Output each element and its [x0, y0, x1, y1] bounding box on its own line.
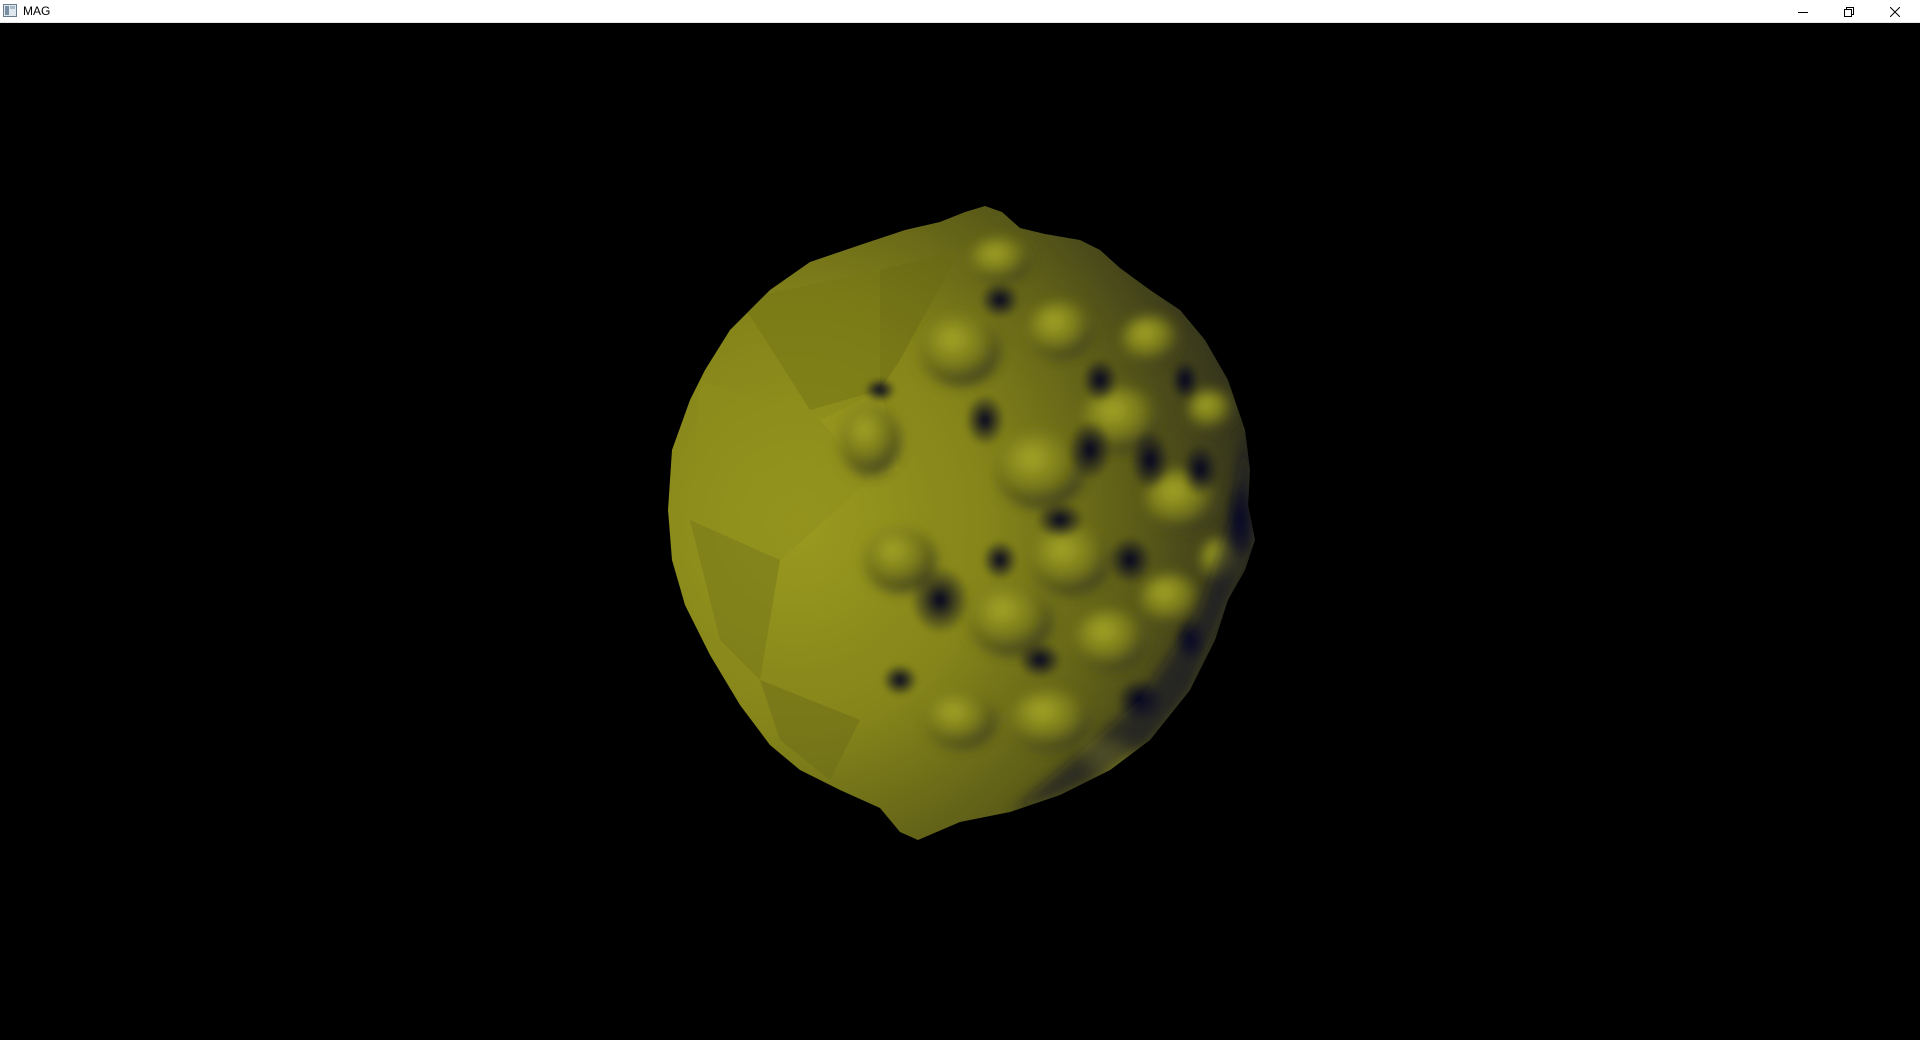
- app-window-icon: [3, 4, 17, 17]
- minimize-icon: [1798, 11, 1808, 13]
- window-title: MAG: [23, 4, 51, 18]
- close-icon: [1890, 6, 1900, 17]
- 3d-blob-mesh: [668, 206, 1255, 840]
- title-bar[interactable]: MAG: [0, 0, 1920, 23]
- minimize-button[interactable]: [1780, 0, 1826, 23]
- restore-button[interactable]: [1826, 0, 1872, 23]
- restore-icon: [1844, 6, 1854, 17]
- render-viewport[interactable]: [0, 23, 1920, 1040]
- close-button[interactable]: [1872, 0, 1918, 23]
